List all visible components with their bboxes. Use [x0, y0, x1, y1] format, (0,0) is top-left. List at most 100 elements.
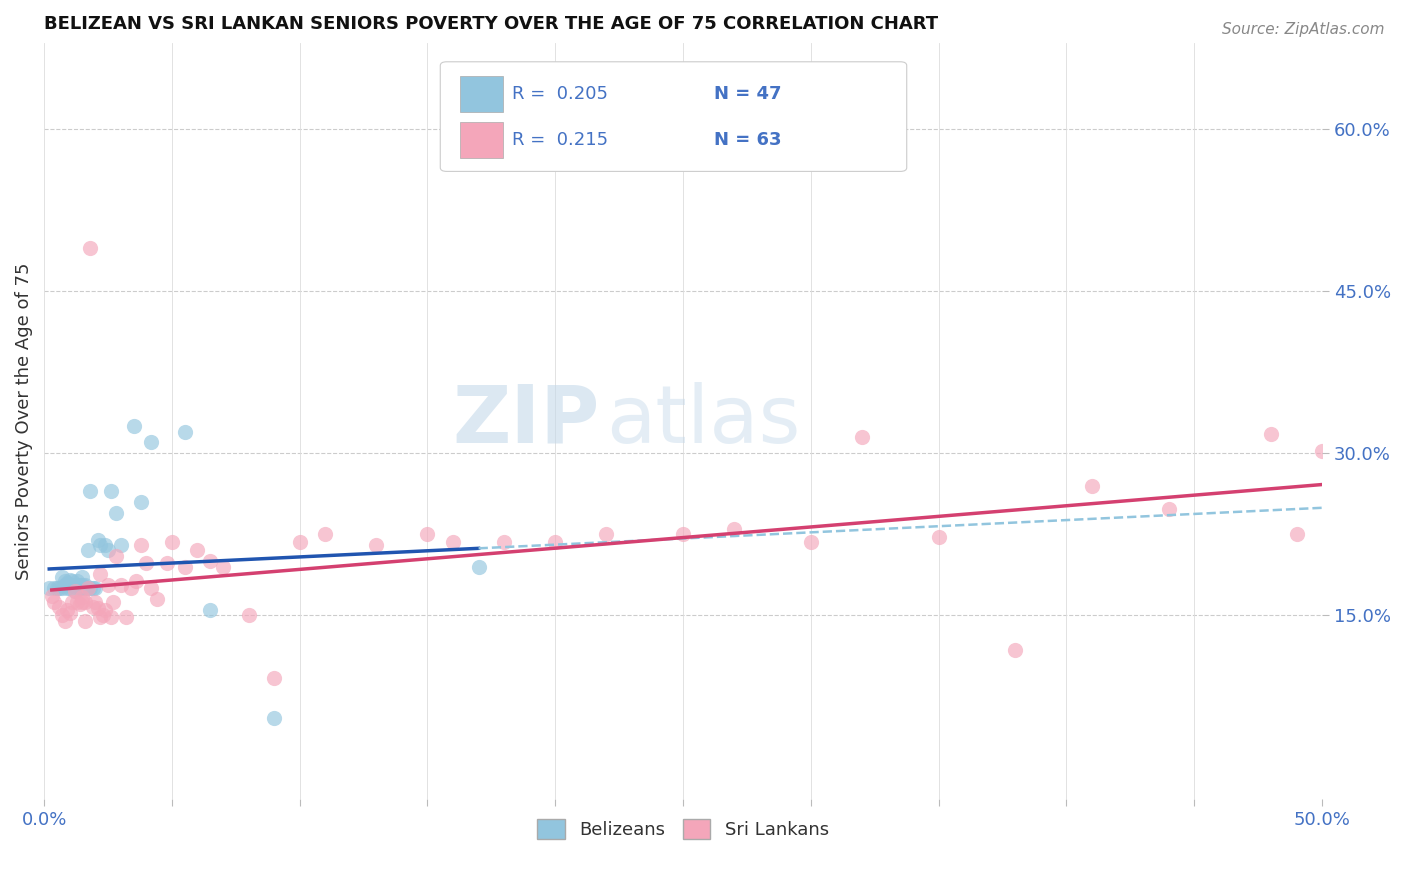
- Point: [104, 549, 127, 563]
- Point: [141, 581, 163, 595]
- Point: [173, 559, 195, 574]
- Point: [94, 603, 117, 617]
- Point: [366, 538, 388, 552]
- Point: [125, 574, 148, 588]
- Point: [56, 581, 79, 595]
- Point: [129, 538, 152, 552]
- Point: [672, 527, 695, 541]
- Point: [441, 534, 464, 549]
- Point: [56, 575, 79, 590]
- Point: [91, 608, 114, 623]
- Point: [51, 581, 73, 595]
- Y-axis label: Seniors Poverty Over the Age of 75: Seniors Poverty Over the Age of 75: [15, 262, 32, 580]
- Point: [59, 581, 82, 595]
- Point: [79, 484, 101, 499]
- FancyBboxPatch shape: [460, 122, 503, 158]
- Point: [89, 538, 111, 552]
- Point: [263, 671, 285, 685]
- Point: [66, 578, 89, 592]
- Point: [314, 527, 336, 541]
- Point: [129, 495, 152, 509]
- Point: [38, 581, 60, 595]
- Point: [94, 538, 117, 552]
- Point: [120, 581, 142, 595]
- Point: [100, 484, 122, 499]
- Text: R =  0.215: R = 0.215: [512, 131, 609, 149]
- Text: Source: ZipAtlas.com: Source: ZipAtlas.com: [1222, 22, 1385, 37]
- Point: [73, 578, 96, 592]
- Point: [263, 711, 285, 725]
- Point: [97, 578, 120, 592]
- Point: [44, 595, 66, 609]
- Point: [45, 581, 67, 595]
- Point: [72, 578, 94, 592]
- Point: [56, 603, 79, 617]
- Point: [63, 578, 86, 592]
- Point: [66, 581, 89, 595]
- Point: [212, 559, 235, 574]
- Point: [66, 595, 89, 609]
- Point: [60, 595, 83, 609]
- Point: [51, 608, 73, 623]
- Point: [48, 599, 70, 614]
- FancyBboxPatch shape: [460, 77, 503, 112]
- Text: N = 63: N = 63: [714, 131, 782, 149]
- Text: N = 47: N = 47: [714, 85, 782, 103]
- Point: [200, 603, 222, 617]
- Point: [110, 538, 132, 552]
- Point: [1004, 642, 1026, 657]
- Point: [66, 574, 89, 588]
- Point: [48, 581, 70, 595]
- Point: [72, 595, 94, 609]
- Point: [51, 570, 73, 584]
- Point: [200, 554, 222, 568]
- Point: [60, 574, 83, 588]
- Point: [1285, 527, 1308, 541]
- Point: [76, 581, 98, 595]
- Point: [110, 578, 132, 592]
- Point: [72, 570, 94, 584]
- Point: [145, 592, 167, 607]
- Point: [63, 584, 86, 599]
- Point: [104, 506, 127, 520]
- Point: [59, 578, 82, 592]
- Point: [1081, 478, 1104, 492]
- Point: [101, 595, 124, 609]
- Point: [544, 534, 567, 549]
- Point: [59, 573, 82, 587]
- Point: [851, 430, 873, 444]
- Point: [122, 419, 145, 434]
- Point: [84, 581, 107, 595]
- Point: [63, 584, 86, 599]
- Point: [238, 608, 260, 623]
- Point: [160, 534, 183, 549]
- Point: [928, 531, 950, 545]
- Point: [156, 557, 179, 571]
- Legend: Belizeans, Sri Lankans: Belizeans, Sri Lankans: [530, 813, 837, 847]
- Point: [41, 589, 63, 603]
- Point: [69, 578, 91, 592]
- Point: [723, 522, 745, 536]
- Point: [467, 559, 489, 574]
- Point: [141, 435, 163, 450]
- Point: [87, 600, 110, 615]
- Point: [76, 543, 98, 558]
- Point: [69, 598, 91, 612]
- Point: [53, 574, 76, 588]
- Point: [173, 425, 195, 439]
- Point: [53, 614, 76, 628]
- Point: [186, 543, 208, 558]
- Point: [800, 534, 823, 549]
- Point: [72, 581, 94, 595]
- Point: [494, 534, 516, 549]
- Point: [1310, 444, 1333, 458]
- Point: [72, 590, 94, 604]
- Point: [76, 581, 98, 595]
- Point: [73, 614, 96, 628]
- Point: [82, 599, 104, 614]
- Point: [84, 595, 107, 609]
- Point: [416, 527, 439, 541]
- Point: [288, 534, 311, 549]
- FancyBboxPatch shape: [440, 62, 907, 171]
- Text: atlas: atlas: [606, 382, 801, 460]
